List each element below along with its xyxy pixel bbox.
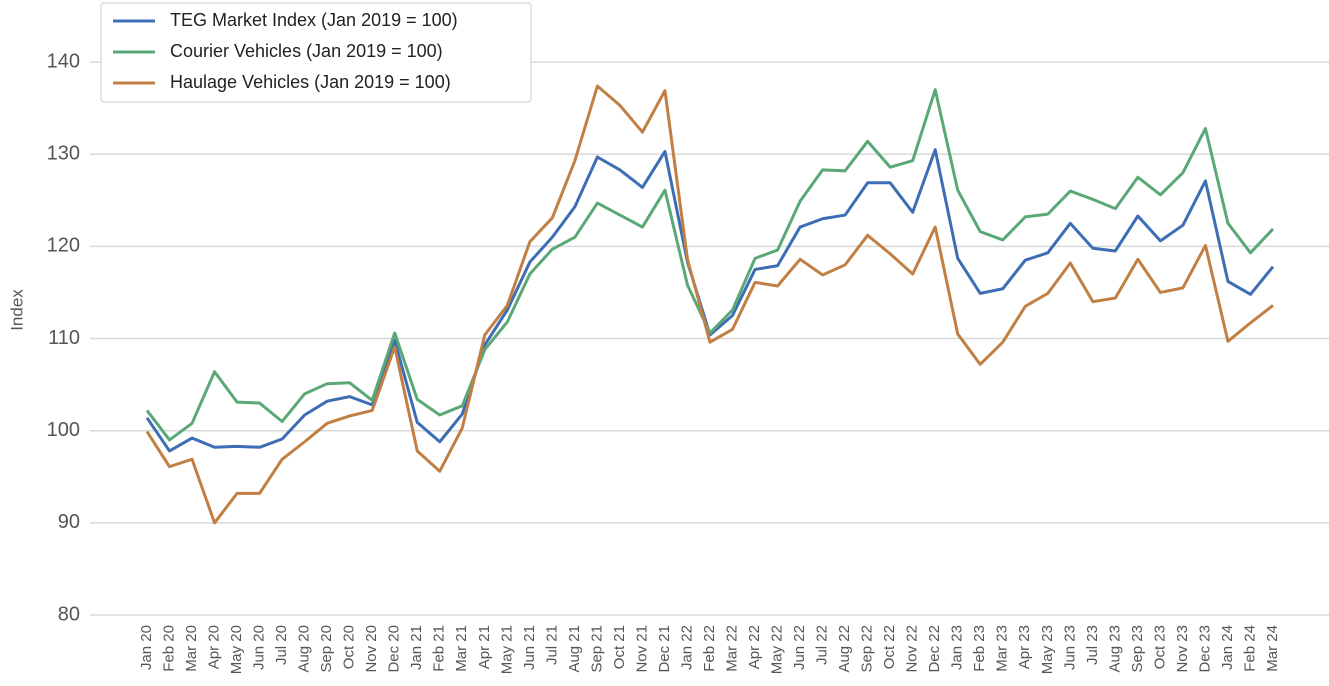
y-tick-label: 110: [48, 327, 80, 349]
series-line: [145, 148, 1275, 453]
x-tick-label: Nov 20: [363, 625, 380, 673]
x-tick-label: Feb 21: [431, 625, 448, 672]
x-tick-label: Dec 20: [386, 625, 403, 673]
y-axis-label: Index: [7, 289, 26, 331]
x-tick-label: Oct 21: [611, 625, 628, 669]
x-tick-label: Aug 23: [1106, 625, 1123, 673]
x-tick-label: Mar 23: [994, 625, 1011, 672]
x-tick-label: Apr 23: [1016, 625, 1033, 669]
x-tick-label: Jul 23: [1084, 625, 1101, 665]
x-tick-label: Mar 21: [453, 625, 470, 672]
x-tick-label: Jun 22: [791, 625, 808, 670]
x-tick-label: May 21: [498, 625, 515, 674]
x-tick-label: Jul 22: [814, 625, 831, 665]
x-tick-label: Oct 20: [341, 625, 358, 669]
x-tick-label: Jun 23: [1061, 625, 1078, 670]
x-tick-label: Sep 20: [318, 625, 335, 673]
x-tick-label: Dec 22: [926, 625, 943, 673]
y-tick-label: 130: [47, 143, 80, 165]
x-tick-label: Jan 20: [138, 625, 155, 670]
y-tick-label: 100: [47, 419, 80, 441]
x-tick-label: Nov 21: [633, 625, 650, 673]
x-tick-label: Jan 21: [408, 625, 425, 670]
x-tick-label: Apr 22: [746, 625, 763, 669]
x-tick-label: Feb 20: [160, 625, 177, 672]
x-tick-label: May 22: [769, 625, 786, 674]
y-tick-label: 80: [58, 603, 80, 625]
x-tick-label: Feb 23: [971, 625, 988, 672]
x-tick-label: Mar 20: [183, 625, 200, 672]
x-tick-label: May 23: [1039, 625, 1056, 674]
y-tick-label: 120: [47, 235, 80, 257]
x-tick-label: Jan 22: [678, 625, 695, 670]
x-tick-label: Apr 21: [476, 625, 493, 669]
x-tick-label: Jul 20: [273, 625, 290, 665]
series-line: [145, 88, 1275, 442]
x-tick-label: Mar 24: [1264, 625, 1281, 672]
x-tick-label: Nov 23: [1174, 625, 1191, 673]
x-tick-label: Mar 22: [723, 625, 740, 672]
x-tick-label: Apr 20: [206, 625, 223, 669]
x-tick-label: Sep 23: [1129, 625, 1146, 673]
x-tick-label: Jun 20: [251, 625, 268, 670]
x-tick-label: Nov 22: [904, 625, 921, 673]
y-tick-label: 140: [47, 50, 80, 72]
x-tick-label: Aug 22: [836, 625, 853, 673]
legend-label: TEG Market Index (Jan 2019 = 100): [170, 10, 458, 30]
series-line: [145, 84, 1274, 525]
x-tick-label: May 20: [228, 625, 245, 674]
x-tick-label: Sep 22: [859, 625, 876, 673]
x-tick-label: Jan 23: [949, 625, 966, 670]
x-tick-label: Oct 23: [1151, 625, 1168, 669]
y-tick-label: 90: [58, 511, 80, 533]
x-tick-label: Sep 21: [588, 625, 605, 673]
legend-label: Courier Vehicles (Jan 2019 = 100): [170, 41, 443, 61]
x-tick-label: Oct 22: [881, 625, 898, 669]
x-tick-label: Dec 23: [1196, 625, 1213, 673]
x-tick-label: Aug 21: [566, 625, 583, 673]
legend-label: Haulage Vehicles (Jan 2019 = 100): [170, 72, 451, 92]
x-tick-label: Jun 21: [521, 625, 538, 670]
x-tick-label: Jan 24: [1219, 625, 1236, 670]
x-tick-label: Aug 20: [296, 625, 313, 673]
legend-box: [100, 2, 532, 103]
x-tick-label: Dec 21: [656, 625, 673, 673]
x-tick-label: Feb 24: [1241, 625, 1258, 672]
x-tick-label: Feb 22: [701, 625, 718, 672]
x-tick-label: Jul 21: [543, 625, 560, 665]
